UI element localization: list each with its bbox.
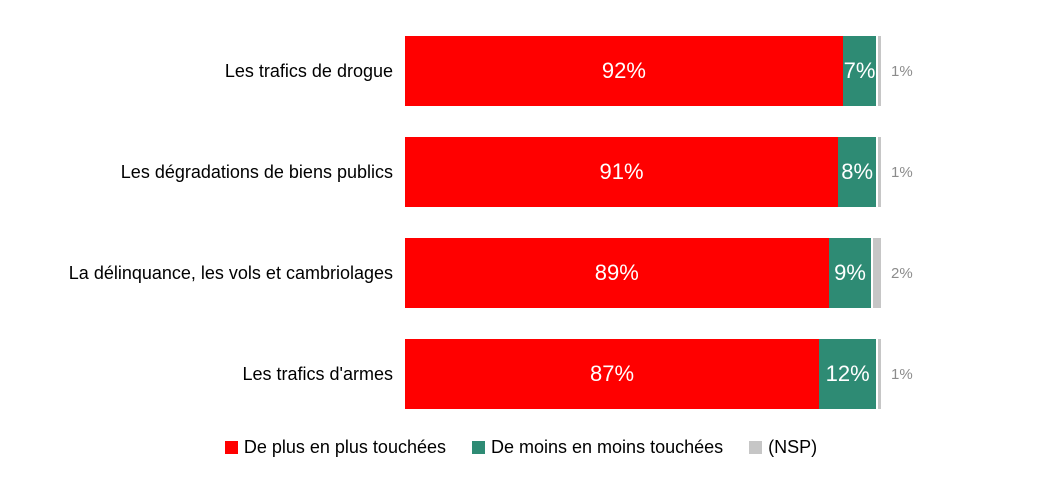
legend-label: (NSP) [768, 437, 818, 457]
legend-item: De moins en moins touchées [472, 437, 723, 458]
bar-segment-increase: 87% [405, 339, 820, 409]
bar-segment-decrease: 12% [819, 339, 877, 409]
chart-row: Les dégradations de biens publics 91% 8% … [0, 137, 1042, 207]
bar-track: 92% 7% [405, 36, 881, 106]
bar-segment-increase: 89% [405, 238, 829, 308]
legend-label: De plus en plus touchées [243, 437, 446, 457]
bar-segment-nsp [876, 339, 881, 409]
legend-item: (NSP) [749, 437, 817, 458]
chart-row: Les trafics d'armes 87% 12% 1% [0, 339, 1042, 409]
legend-swatch-icon [224, 441, 238, 454]
nsp-value-label: 2% [891, 264, 913, 282]
bar-track: 89% 9% [405, 238, 881, 308]
nsp-value-label: 1% [891, 163, 913, 181]
category-label: Les dégradations de biens publics [120, 161, 393, 182]
category-label: Les trafics d'armes [242, 363, 394, 384]
bar-segment-decrease: 7% [842, 36, 877, 106]
bar-segment-increase: 92% [405, 36, 843, 106]
bar-segment-nsp [876, 36, 881, 106]
chart-rows: Les trafics de drogue 92% 7% 1% Les dégra… [0, 36, 1042, 409]
legend-swatch-icon [472, 441, 485, 454]
chart-row: La délinquance, les vols et cambriolages… [0, 238, 1042, 308]
bar-segment-nsp [876, 137, 881, 207]
legend-label: De moins en moins touchées [491, 437, 724, 457]
bar-track: 91% 8% [405, 137, 881, 207]
bar-segment-increase: 91% [405, 137, 839, 207]
nsp-value-label: 1% [891, 365, 913, 383]
bar-track: 87% 12% [405, 339, 881, 409]
legend-swatch-icon [749, 441, 763, 454]
bar-segment-decrease: 9% [828, 238, 872, 308]
chart-row: Les trafics de drogue 92% 7% 1% [0, 36, 1042, 106]
legend: De plus en plus touchées De moins en moin… [0, 437, 1042, 458]
nsp-value-label: 1% [891, 62, 913, 80]
bar-segment-decrease: 8% [838, 137, 877, 207]
category-label: Les trafics de drogue [224, 60, 393, 81]
category-label: La délinquance, les vols et cambriolages [68, 262, 393, 283]
legend-item: De plus en plus touchées [224, 437, 446, 458]
bar-segment-nsp [871, 238, 881, 308]
